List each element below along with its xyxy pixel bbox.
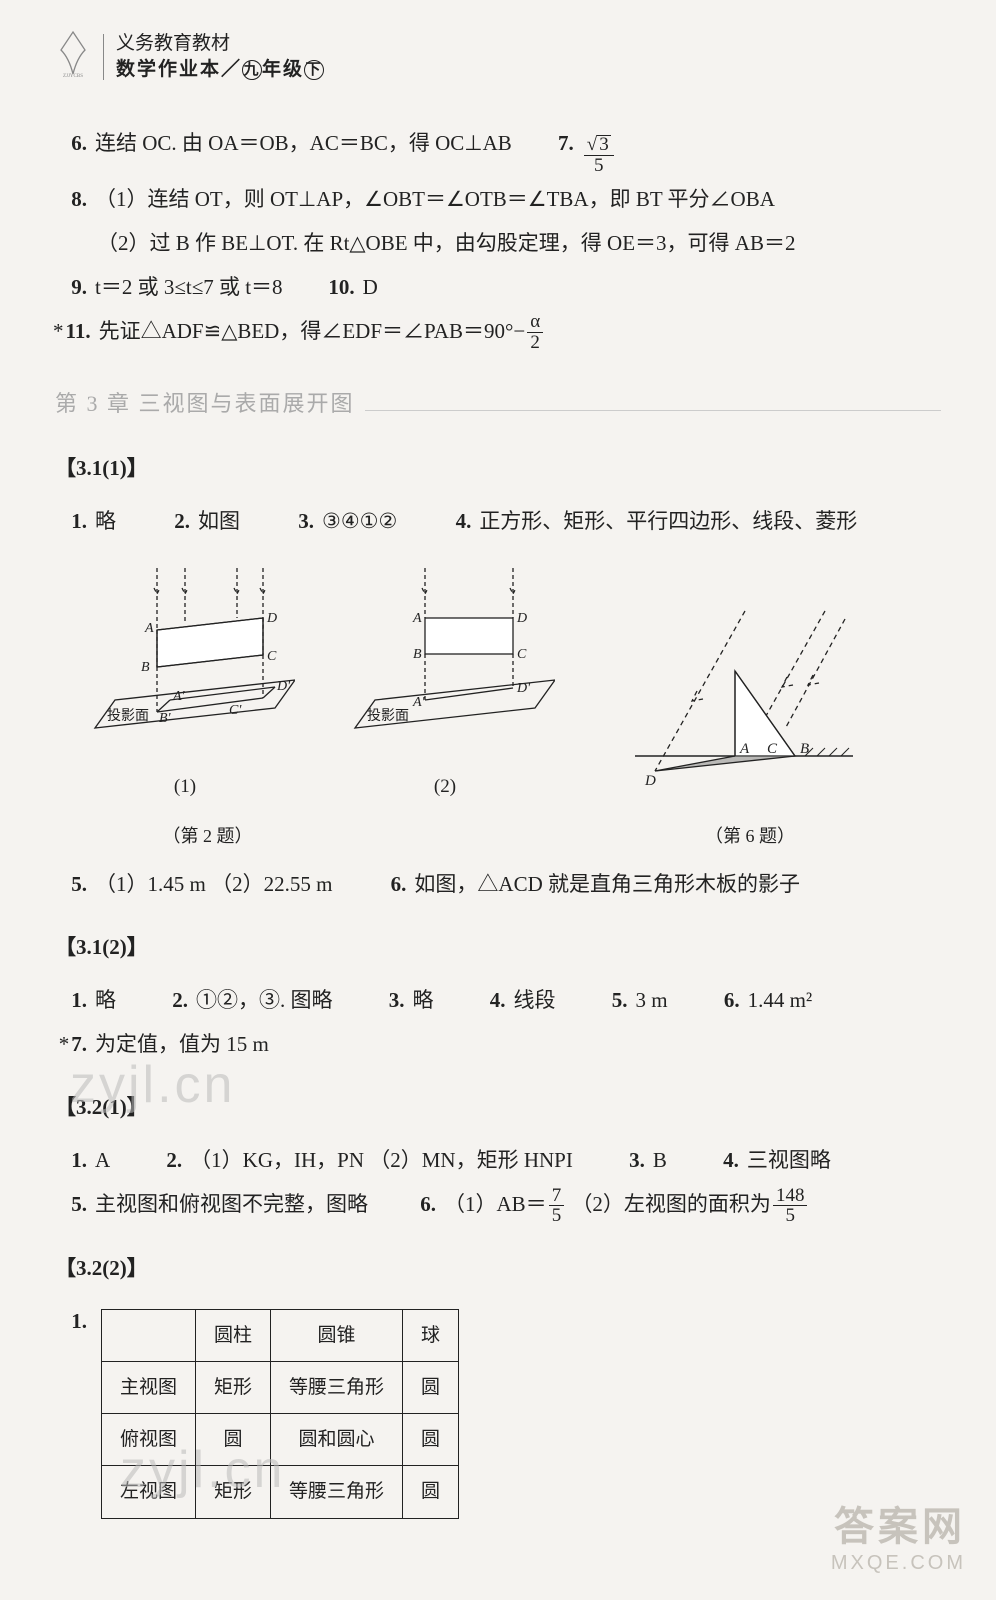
fig2-caption: (2) — [335, 768, 555, 805]
figure-1: A D B C A' D' B' C' 投影面 (1) — [75, 560, 295, 805]
answer-row-8a: 8.（1）连结 OT，则 OT⊥AP，∠OBT＝∠OTB＝∠TBA，即 BT 平… — [55, 179, 941, 220]
figure-6: A C B D — [595, 601, 855, 805]
corner-watermark-line1: 答案网 — [831, 1494, 966, 1552]
figures-row: A D B C A' D' B' C' 投影面 (1) — [75, 560, 941, 805]
table-row: 圆柱 圆锥 球 — [102, 1310, 459, 1362]
table-row: 俯视图 圆 圆和圆心 圆 — [102, 1414, 459, 1466]
answer-row-6-7: 6.连结 OC. 由 OA＝OB，AC＝BC，得 OC⊥AB 7. √35 — [55, 123, 941, 176]
section-3-1-1-head: 【3.1(1)】 — [55, 448, 941, 489]
svg-text:B: B — [800, 741, 809, 757]
section-3-2-1-head: 【3.2(1)】 — [55, 1087, 941, 1128]
svg-text:B': B' — [159, 711, 172, 726]
publisher-logo-icon: ZJJYCBS — [55, 30, 91, 83]
header-text: 义务教育教材 数学作业本／九年级下 — [116, 31, 324, 82]
svg-text:C': C' — [229, 703, 242, 718]
svg-text:D': D' — [276, 679, 291, 694]
fig-2-label: （第 2 题） — [55, 819, 360, 854]
q11-num: 11. — [55, 311, 91, 352]
svg-text:ZJJYCBS: ZJJYCBS — [63, 74, 83, 78]
projection-diagram-2-icon: A D B C A' D' 投影面 — [335, 560, 555, 750]
svg-text:D: D — [516, 611, 527, 626]
svg-text:A: A — [412, 611, 422, 626]
fig1-caption: (1) — [75, 768, 295, 805]
q8-num: 8. — [55, 179, 87, 220]
figure-2: A D B C A' D' 投影面 (2) — [335, 560, 555, 805]
corner-watermark: 答案网 MXQE.COM — [831, 1494, 966, 1575]
q7-num: 7. — [542, 123, 574, 164]
header-line1: 义务教育教材 — [116, 31, 324, 57]
page-content: 6.连结 OC. 由 OA＝OB，AC＝BC，得 OC⊥AB 7. √35 8.… — [55, 123, 941, 1519]
section-3-2-2-head: 【3.2(2)】 — [55, 1248, 941, 1289]
q10-num: 10. — [323, 267, 355, 308]
q9-text: t＝2 或 3≤t≤7 或 t＝8 — [95, 267, 283, 308]
q10-text: D — [363, 267, 378, 308]
svg-text:B: B — [413, 647, 422, 662]
q8-line2: （2）过 B 作 BE⊥OT. 在 Rt△OBE 中，由勾股定理，得 OE＝3，… — [97, 223, 795, 264]
q6-text: 连结 OC. 由 OA＝OB，AC＝BC，得 OC⊥AB — [95, 123, 512, 164]
corner-watermark-line2: MXQE.COM — [831, 1552, 966, 1575]
q11-text: 先证△ADF≌△BED，得∠EDF＝∠PAB＝90°−α2 — [99, 311, 546, 354]
svg-text:D': D' — [516, 681, 531, 696]
svg-text:A: A — [739, 741, 750, 757]
s311-row1: 1.略 2.如图 3.③④①② 4.正方形、矩形、平行四边形、线段、菱形 — [55, 501, 941, 542]
q9-num: 9. — [55, 267, 87, 308]
header-divider — [103, 34, 104, 80]
fig-6-label: （第 6 题） — [620, 819, 880, 854]
figure-captions-row: （第 2 题） （第 6 题） — [55, 811, 941, 854]
section-3-1-2-head: 【3.1(2)】 — [55, 927, 941, 968]
answer-row-8b: （2）过 B 作 BE⊥OT. 在 Rt△OBE 中，由勾股定理，得 OE＝3，… — [55, 223, 941, 264]
page-header: ZJJYCBS 义务教育教材 数学作业本／九年级下 — [55, 30, 941, 83]
svg-text:A': A' — [412, 695, 426, 710]
svg-text:投影面: 投影面 — [107, 708, 149, 724]
q6-num: 6. — [55, 123, 87, 164]
answer-row-11: 11. 先证△ADF≌△BED，得∠EDF＝∠PAB＝90°−α2 — [55, 311, 941, 354]
q8-line1: （1）连结 OT，则 OT⊥AP，∠OBT＝∠OTB＝∠TBA，即 BT 平分∠… — [95, 179, 775, 220]
s311-row-5-6: 5.（1）1.45 m （2）22.55 m 6.如图，△ACD 就是直角三角形… — [55, 864, 941, 905]
projection-diagram-1-icon: A D B C A' D' B' C' 投影面 — [75, 560, 295, 750]
shadow-diagram-icon: A C B D — [595, 601, 855, 791]
table-row: 主视图 矩形 等腰三角形 圆 — [102, 1362, 459, 1414]
svg-text:投影面: 投影面 — [367, 708, 409, 724]
svg-text:C: C — [517, 647, 527, 662]
chapter-underline — [365, 410, 941, 411]
s321-q6-text: （1）AB＝75 （2）左视图的面积为1485 — [444, 1184, 809, 1227]
svg-text:C: C — [267, 649, 277, 664]
answer-row-9-10: 9.t＝2 或 3≤t≤7 或 t＝8 10.D — [55, 267, 941, 308]
q7-fraction: √35 — [584, 135, 614, 176]
s322-q1-num: 1. — [55, 1301, 87, 1342]
s322-row1: 1. 圆柱 圆锥 球 主视图 矩形 等腰三角形 圆 俯视图 圆 — [55, 1301, 941, 1518]
s312-row2: 7.为定值，值为 15 m — [55, 1024, 941, 1065]
svg-text:D: D — [644, 773, 656, 789]
header-line2: 数学作业本／九年级下 — [116, 57, 324, 83]
svg-text:C: C — [767, 741, 778, 757]
svg-text:D: D — [266, 611, 277, 626]
s321-row2: 5.主视图和俯视图不完整，图略 6. （1）AB＝75 （2）左视图的面积为14… — [55, 1184, 941, 1227]
svg-text:A': A' — [172, 689, 186, 704]
chapter-title: 第 3 章 三视图与表面展开图 — [55, 383, 355, 426]
s312-row1: 1.略 2.①②，③. 图略 3.略 4.线段 5.3 m 6.1.44 m² — [55, 980, 941, 1021]
s321-row1: 1.A 2.（1）KG，IH，PN （2）MN，矩形 HNPI 3.B 4.三视… — [55, 1140, 941, 1181]
chapter-heading: 第 3 章 三视图与表面展开图 — [55, 383, 941, 426]
table-row: 左视图 矩形 等腰三角形 圆 — [102, 1466, 459, 1518]
svg-text:B: B — [141, 660, 150, 675]
views-table: 圆柱 圆锥 球 主视图 矩形 等腰三角形 圆 俯视图 圆 圆和圆心 圆 — [101, 1309, 459, 1518]
svg-text:A: A — [144, 621, 154, 636]
